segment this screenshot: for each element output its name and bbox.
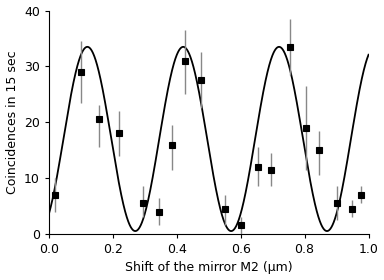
X-axis label: Shift of the mirror M2 (μm): Shift of the mirror M2 (μm) bbox=[125, 262, 293, 274]
Y-axis label: Coincidences in 15 sec: Coincidences in 15 sec bbox=[5, 50, 18, 194]
